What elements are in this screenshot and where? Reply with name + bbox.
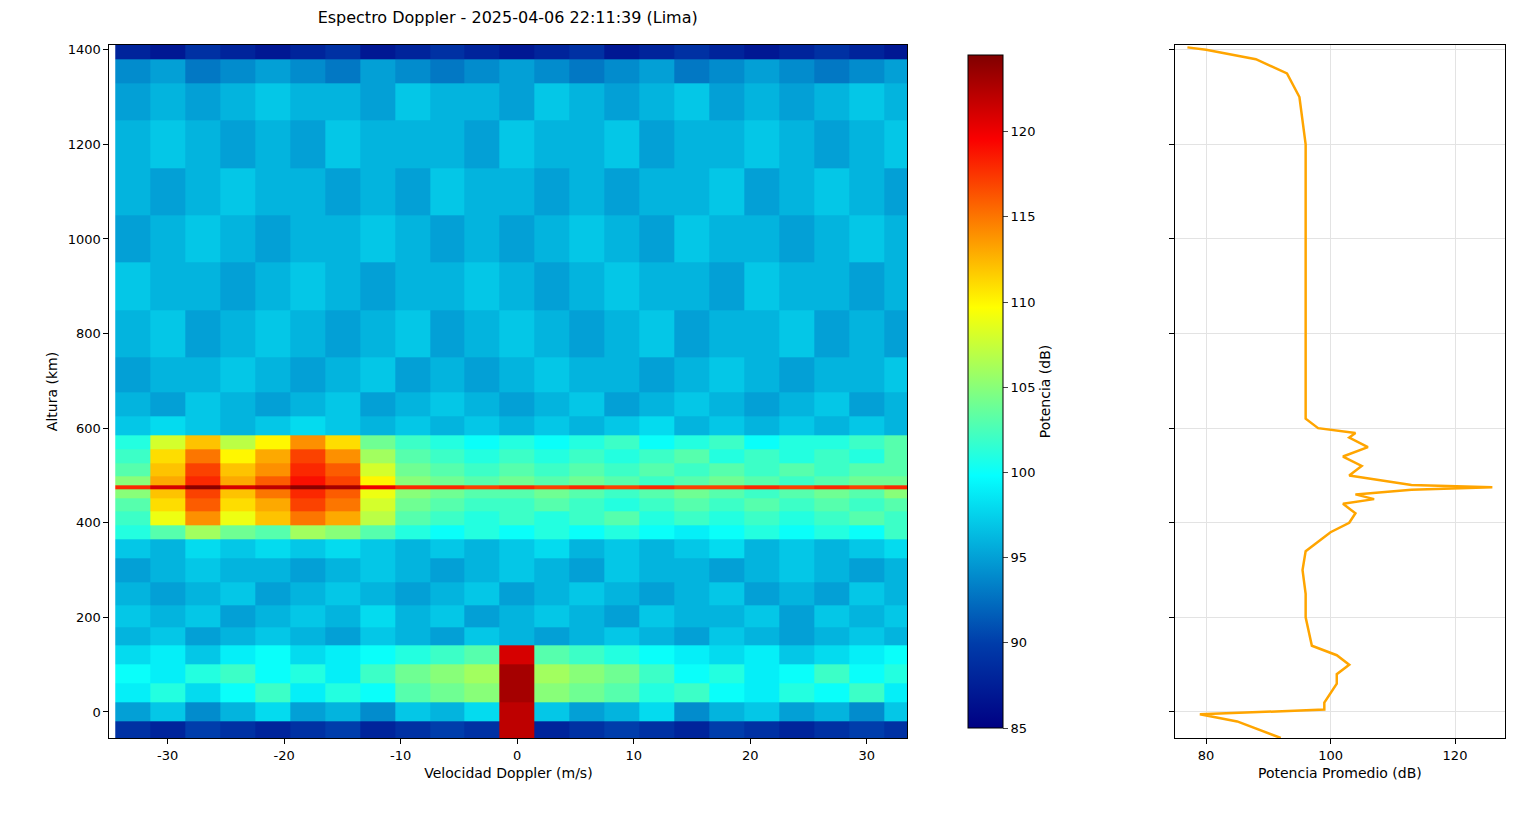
svg-text:-10: -10 [390, 748, 411, 763]
svg-text:Potencia Promedio (dB): Potencia Promedio (dB) [1258, 765, 1422, 781]
svg-text:1400: 1400 [68, 42, 101, 57]
svg-text:90: 90 [1011, 635, 1028, 650]
svg-text:600: 600 [76, 421, 101, 436]
svg-text:30: 30 [858, 748, 875, 763]
svg-text:10: 10 [625, 748, 642, 763]
svg-text:Potencia (dB): Potencia (dB) [1037, 345, 1053, 439]
svg-text:1200: 1200 [68, 137, 101, 152]
svg-text:Espectro Doppler - 2025-04-06: Espectro Doppler - 2025-04-06 22:11:39 (… [318, 8, 698, 27]
svg-text:115: 115 [1011, 209, 1036, 224]
svg-text:120: 120 [1443, 748, 1468, 763]
svg-text:Altura (km): Altura (km) [44, 352, 60, 431]
svg-text:0: 0 [93, 705, 101, 720]
svg-text:105: 105 [1011, 380, 1036, 395]
svg-text:1000: 1000 [68, 232, 101, 247]
svg-text:-30: -30 [157, 748, 178, 763]
svg-text:100: 100 [1011, 465, 1036, 480]
svg-text:0: 0 [513, 748, 521, 763]
svg-text:800: 800 [76, 326, 101, 341]
svg-text:110: 110 [1011, 295, 1036, 310]
svg-text:400: 400 [76, 515, 101, 530]
svg-text:85: 85 [1011, 721, 1028, 736]
svg-text:120: 120 [1011, 124, 1036, 139]
svg-text:95: 95 [1011, 550, 1028, 565]
svg-text:100: 100 [1318, 748, 1343, 763]
svg-text:20: 20 [742, 748, 759, 763]
svg-text:80: 80 [1198, 748, 1215, 763]
svg-text:-20: -20 [274, 748, 295, 763]
svg-text:Velocidad Doppler (m/s): Velocidad Doppler (m/s) [424, 765, 592, 781]
svg-text:200: 200 [76, 610, 101, 625]
